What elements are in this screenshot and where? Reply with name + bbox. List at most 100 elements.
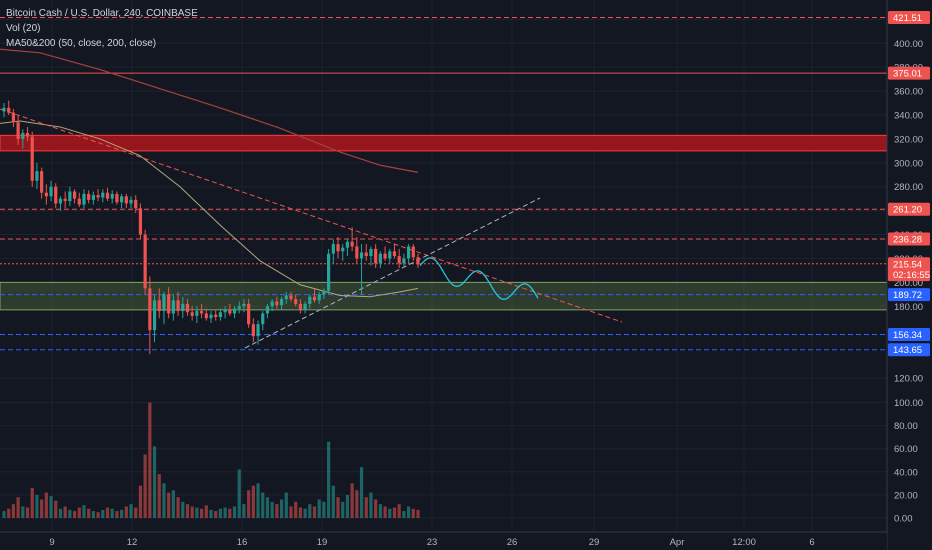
- candle-body[interactable]: [176, 300, 180, 312]
- candle-body[interactable]: [157, 300, 161, 312]
- candle-body[interactable]: [58, 198, 63, 204]
- candle-body[interactable]: [289, 295, 293, 300]
- candle-body[interactable]: [247, 303, 251, 325]
- candle-body[interactable]: [49, 186, 53, 197]
- candle-body[interactable]: [355, 246, 359, 259]
- candle-body[interactable]: [308, 296, 312, 304]
- candle-body[interactable]: [331, 244, 335, 254]
- candle-body[interactable]: [21, 132, 25, 139]
- candle-body[interactable]: [171, 300, 175, 314]
- volume-indicator-label[interactable]: Vol (20): [6, 23, 41, 34]
- candle-body[interactable]: [251, 324, 255, 337]
- candle-body[interactable]: [120, 196, 124, 203]
- candle-body[interactable]: [68, 191, 72, 202]
- candle-body[interactable]: [336, 244, 340, 252]
- candle-body[interactable]: [369, 248, 373, 257]
- candle-body[interactable]: [359, 252, 364, 259]
- chart-legend: Bitcoin Cash / U.S. Dollar, 240, COINBAS…: [6, 6, 198, 51]
- candle-body[interactable]: [322, 290, 326, 295]
- candle-body[interactable]: [209, 314, 213, 319]
- candle-body[interactable]: [63, 198, 67, 202]
- candle-body[interactable]: [327, 253, 331, 291]
- candle-body[interactable]: [25, 132, 30, 137]
- candle-body[interactable]: [411, 246, 415, 258]
- candle-body[interactable]: [54, 186, 58, 204]
- candle-body[interactable]: [214, 314, 218, 318]
- candle-body[interactable]: [16, 122, 20, 139]
- candle-body[interactable]: [397, 256, 401, 264]
- candle-body[interactable]: [96, 195, 100, 198]
- candle-body[interactable]: [374, 248, 378, 264]
- candle-body[interactable]: [228, 309, 232, 314]
- candle-body[interactable]: [232, 308, 237, 314]
- candle-body[interactable]: [35, 171, 39, 181]
- candle-body[interactable]: [181, 303, 185, 312]
- candle-body[interactable]: [195, 311, 199, 316]
- candle-body[interactable]: [77, 198, 81, 205]
- candle-body[interactable]: [284, 295, 288, 300]
- candle-body[interactable]: [364, 252, 368, 257]
- candle-body[interactable]: [152, 300, 157, 331]
- candle-body[interactable]: [115, 193, 119, 203]
- candle-body[interactable]: [2, 107, 6, 112]
- candle-body[interactable]: [138, 208, 143, 235]
- candle-body[interactable]: [341, 247, 345, 252]
- candle-body[interactable]: [303, 303, 307, 310]
- candle-body[interactable]: [82, 193, 86, 205]
- candle-body[interactable]: [275, 301, 279, 306]
- candle-body[interactable]: [101, 192, 105, 198]
- candle-body[interactable]: [190, 312, 194, 316]
- candle-body[interactable]: [148, 288, 152, 331]
- volume-bar: [134, 507, 138, 518]
- candle-body[interactable]: [378, 253, 382, 264]
- candle-body[interactable]: [261, 313, 265, 325]
- volume-bar: [388, 508, 392, 518]
- candle-body[interactable]: [345, 241, 350, 248]
- candle-body[interactable]: [298, 303, 302, 310]
- candle-body[interactable]: [199, 311, 204, 314]
- candle-body[interactable]: [388, 251, 392, 259]
- candle-body[interactable]: [406, 246, 411, 259]
- candle-body[interactable]: [167, 294, 171, 314]
- candle-body[interactable]: [72, 191, 77, 199]
- candle-body[interactable]: [312, 296, 317, 301]
- candle-body[interactable]: [7, 107, 11, 113]
- candle-body[interactable]: [256, 324, 260, 337]
- candle-body[interactable]: [279, 299, 284, 306]
- candle-body[interactable]: [44, 192, 48, 197]
- moving-average-indicator-label[interactable]: MA50&200 (50, close, 200, close): [6, 38, 157, 49]
- candle-body[interactable]: [383, 253, 387, 259]
- candle-body[interactable]: [105, 192, 110, 199]
- time-axis[interactable]: [0, 532, 887, 550]
- candle-body[interactable]: [223, 309, 227, 313]
- volume-bar: [312, 506, 317, 518]
- candle-body[interactable]: [143, 234, 147, 289]
- candle-body[interactable]: [218, 312, 223, 318]
- candle-body[interactable]: [204, 313, 208, 319]
- candle-body[interactable]: [30, 136, 34, 181]
- candle-body[interactable]: [11, 112, 16, 123]
- candle-body[interactable]: [129, 199, 133, 204]
- candle-body[interactable]: [124, 196, 128, 204]
- symbol-title[interactable]: Bitcoin Cash / U.S. Dollar, 240, COINBAS…: [6, 8, 198, 19]
- candle-body[interactable]: [110, 193, 114, 199]
- candle-body[interactable]: [162, 294, 166, 312]
- candle-body[interactable]: [265, 306, 270, 314]
- candle-body[interactable]: [242, 303, 246, 307]
- candle-body[interactable]: [317, 294, 321, 301]
- candle-body[interactable]: [40, 171, 44, 193]
- candle-body[interactable]: [294, 299, 298, 304]
- candle-body[interactable]: [416, 257, 420, 265]
- candle-body[interactable]: [134, 199, 138, 209]
- candle-body[interactable]: [87, 193, 91, 200]
- candle-body[interactable]: [237, 306, 241, 309]
- volume-bar: [228, 508, 232, 518]
- candle-body[interactable]: [402, 258, 406, 264]
- candle-body[interactable]: [270, 301, 274, 307]
- candle-body[interactable]: [185, 303, 190, 313]
- candle-body[interactable]: [91, 195, 95, 200]
- candle-body[interactable]: [392, 251, 397, 257]
- candle-body[interactable]: [350, 241, 354, 247]
